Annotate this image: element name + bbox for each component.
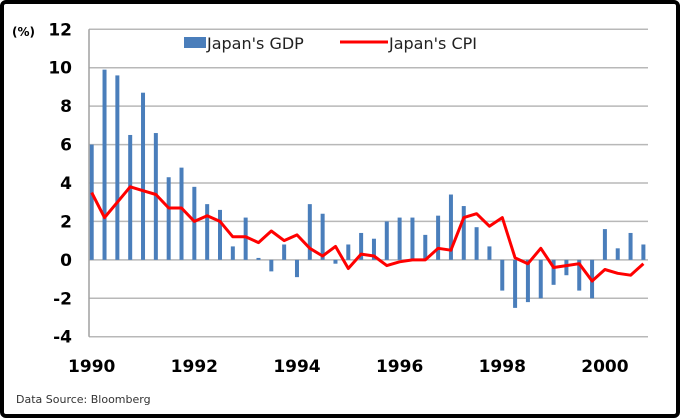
data-source: Data Source: Bloomberg (16, 393, 151, 406)
gdp-bar (564, 259, 569, 276)
y-tick-label: 2 (60, 212, 72, 232)
gdp-bar (218, 209, 222, 260)
gdp-bar (371, 238, 376, 260)
gdp-bar (487, 246, 492, 260)
y-tick-label: 0 (60, 251, 72, 271)
gdp-bar (102, 69, 107, 260)
x-tick-label: 1998 (479, 357, 526, 377)
x-tick-label: 1994 (273, 357, 320, 377)
gdp-bar (128, 134, 133, 260)
y-tick-label: 12 (48, 20, 72, 40)
gdp-bar (166, 177, 171, 260)
gdp-bar (359, 232, 364, 260)
gdp-bar (243, 217, 248, 260)
gdp-bar (230, 246, 235, 260)
legend-label-cpi: Japan's CPI (388, 34, 477, 53)
gdp-bar (577, 259, 582, 291)
x-tick-label: 1990 (68, 357, 115, 377)
gdp-bar (628, 232, 633, 260)
gdp-bar (641, 244, 646, 260)
gdp-bar (256, 257, 261, 260)
gdp-bar (179, 167, 184, 260)
gdp-bar (141, 92, 146, 260)
gdp-bar (346, 244, 351, 260)
gdp-bar (205, 204, 210, 260)
cpi-line (90, 185, 645, 283)
y-tick-label: -4 (53, 328, 72, 348)
gdp-bar (474, 227, 479, 260)
y-tick-label: 6 (60, 136, 72, 156)
gdp-bar (294, 259, 299, 278)
y-tick-label: 10 (48, 59, 72, 79)
gdp-bar (333, 259, 338, 264)
gdp-bar (538, 259, 543, 299)
y-tick-label: 4 (60, 174, 72, 194)
gdp-bar (461, 206, 466, 260)
legend: Japan's GDP Japan's CPI (184, 34, 477, 53)
gdp-bar (282, 244, 287, 260)
gdp-bar (269, 259, 274, 272)
gdp-bar (89, 144, 94, 260)
gdp-bar (602, 229, 607, 260)
gdp-bar (320, 213, 325, 260)
x-tick-label: 1992 (171, 357, 218, 377)
gdp-bar (307, 204, 312, 260)
gdp-bar (615, 248, 620, 260)
legend-swatch-gdp (184, 37, 206, 48)
gdp-bar (525, 259, 530, 303)
y-tick-label: 8 (60, 97, 72, 117)
y-tick-label: -2 (53, 289, 72, 309)
unit-label: (%) (12, 25, 35, 39)
x-tick-label: 1996 (376, 357, 423, 377)
gdp-bar (410, 217, 415, 260)
legend-label-gdp: Japan's GDP (206, 34, 304, 53)
gdp-bar (513, 259, 518, 308)
gdp-bar (115, 75, 120, 260)
gdp-bar (397, 217, 402, 260)
gdp-bar (384, 221, 389, 260)
gdp-bar (423, 234, 428, 260)
x-tick-label: 2000 (581, 357, 628, 377)
gdp-bar (192, 186, 197, 260)
gdp-bar (500, 259, 505, 291)
gdp-bar (436, 215, 441, 260)
gdp-bar (448, 194, 453, 260)
gdp-bar (551, 259, 556, 285)
